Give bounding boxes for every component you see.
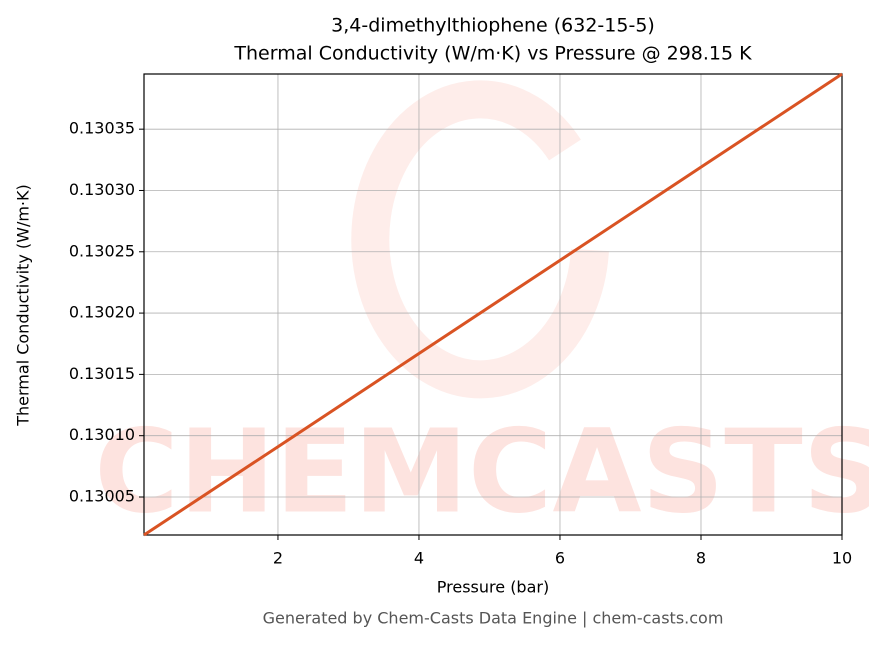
x-tick-label: 10 — [832, 549, 852, 568]
x-tick-label: 4 — [414, 549, 424, 568]
chart-subtitle: Thermal Conductivity (W/m·K) vs Pressure… — [233, 43, 752, 65]
x-axis-label: Pressure (bar) — [437, 578, 549, 597]
y-tick-label: 0.13015 — [69, 364, 135, 383]
line-series — [143, 72, 843, 537]
y-tick-label: 0.13005 — [69, 486, 135, 505]
x-tick-label: 2 — [273, 549, 283, 568]
y-tick-label: 0.13010 — [69, 425, 135, 444]
y-tick-label: 0.13030 — [69, 180, 135, 199]
x-tick-label: 8 — [696, 549, 706, 568]
x-tick-label: 6 — [555, 549, 565, 568]
watermark: CHEMCASTS — [94, 406, 869, 540]
watermark-arc — [351, 80, 609, 399]
footer: Generated by Chem-Casts Data Engine | ch… — [263, 609, 724, 628]
chart-title: 3,4-dimethylthiophene (632-15-5) — [331, 15, 655, 37]
plot-frame — [143, 73, 843, 536]
watermark-logo — [351, 80, 609, 399]
y-tick-label: 0.13020 — [69, 303, 135, 322]
y-tick-label: 0.13035 — [69, 119, 135, 138]
y-axis-label: Thermal Conductivity (W/m·K) — [14, 184, 33, 427]
y-tick-label: 0.13025 — [69, 241, 135, 260]
